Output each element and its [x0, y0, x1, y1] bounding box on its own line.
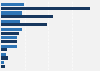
Bar — [1, 7, 90, 10]
Bar — [1, 3, 24, 6]
Bar — [1, 65, 4, 68]
Bar — [1, 56, 8, 59]
Bar — [1, 48, 7, 51]
Bar — [1, 32, 19, 35]
Bar — [1, 40, 17, 43]
Bar — [1, 15, 53, 18]
Bar — [1, 36, 17, 39]
Bar — [1, 20, 20, 23]
Bar — [1, 28, 22, 31]
Bar — [1, 45, 17, 48]
Bar — [1, 12, 22, 15]
Bar — [1, 53, 6, 56]
Bar — [1, 23, 47, 26]
Bar — [1, 61, 4, 64]
